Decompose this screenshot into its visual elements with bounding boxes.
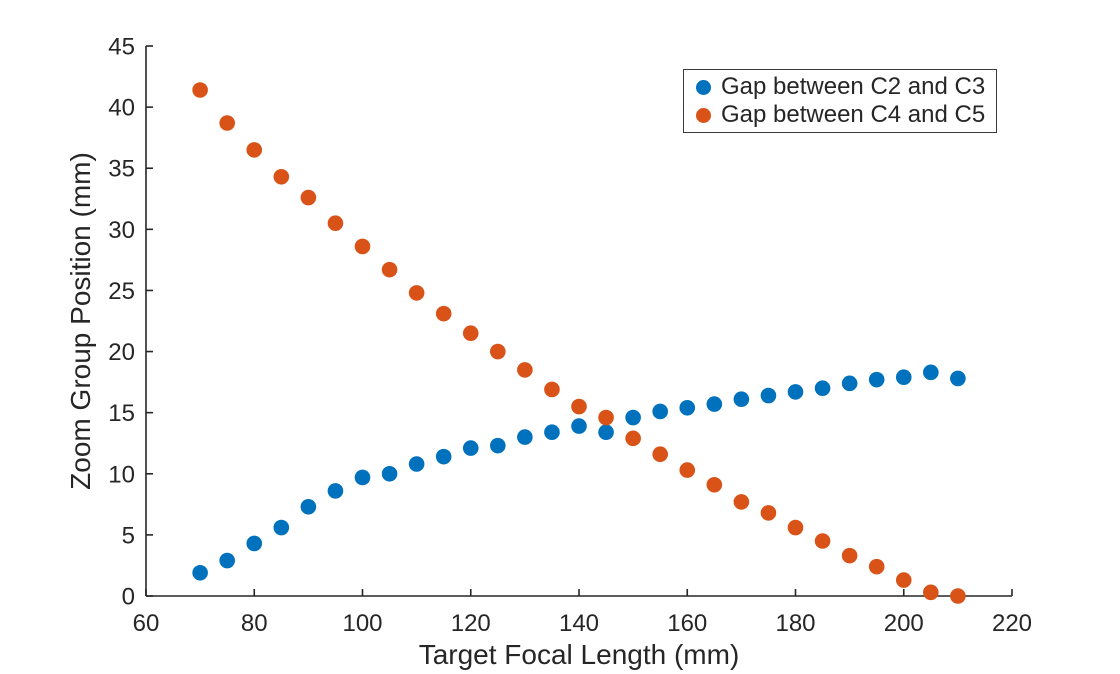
scatter-point-gap-c4-c5 <box>192 82 208 98</box>
scatter-point-gap-c2-c3 <box>517 429 533 445</box>
scatter-point-gap-c2-c3 <box>950 370 966 387</box>
scatter-point-gap-c4-c5 <box>544 381 560 398</box>
scatter-point-gap-c2-c3 <box>760 387 777 404</box>
scatter-point-gap-c4-c5 <box>354 238 371 255</box>
scatter-point-gap-c4-c5 <box>625 430 641 447</box>
y-tick-label: 10 <box>108 461 135 488</box>
legend-marker-orange-icon <box>696 107 711 123</box>
scatter-point-gap-c2-c3 <box>787 384 804 400</box>
scatter-point-gap-c2-c3 <box>625 409 641 426</box>
scatter-point-gap-c2-c3 <box>408 456 425 472</box>
scatter-point-gap-c2-c3 <box>354 469 371 486</box>
x-tick-label: 220 <box>992 610 1032 637</box>
y-tick-label: 40 <box>108 95 135 122</box>
scatter-point-gap-c4-c5 <box>679 462 696 478</box>
scatter-point-gap-c2-c3 <box>462 440 479 456</box>
scatter-point-gap-c2-c3 <box>435 448 452 465</box>
x-tick-label: 100 <box>342 610 382 637</box>
scatter-point-gap-c4-c5 <box>733 494 750 510</box>
y-tick-label: 45 <box>108 34 135 61</box>
scatter-point-gap-c4-c5 <box>706 476 723 493</box>
scatter-point-gap-c4-c5 <box>408 285 425 301</box>
scatter-point-gap-c2-c3 <box>192 564 208 581</box>
scatter-point-gap-c4-c5 <box>598 409 614 426</box>
axes-layer: 60 80 100 120 140 160 180 200 220 0 5 10 15 20 25 30 35 4… <box>108 34 1032 638</box>
scatter-point-gap-c4-c5 <box>300 189 317 206</box>
x-tick-label: 60 <box>133 610 160 637</box>
scatter-point-gap-c2-c3 <box>598 424 614 441</box>
scatter-point-gap-c2-c3 <box>706 396 723 412</box>
scatter-point-gap-c4-c5 <box>950 588 966 604</box>
y-tick-label: 20 <box>108 339 135 366</box>
y-tick-label: 15 <box>108 400 135 427</box>
scatter-point-gap-c2-c3 <box>679 399 696 416</box>
legend-label-gap-c2-c3: Gap between C2 and C3 <box>721 73 986 100</box>
x-axis-title: Target Focal Length (mm) <box>419 639 740 670</box>
scatter-point-gap-c2-c3 <box>868 371 885 388</box>
y-tick-label: 35 <box>108 156 135 183</box>
scatter-point-gap-c4-c5 <box>841 547 858 564</box>
scatter-point-gap-c4-c5 <box>652 446 668 463</box>
legend-marker-blue-icon <box>696 79 711 95</box>
scatter-point-gap-c2-c3 <box>733 391 750 408</box>
scatter-point-gap-c4-c5 <box>381 261 398 278</box>
scatter-point-gap-c4-c5 <box>327 215 344 232</box>
scatter-point-gap-c2-c3 <box>814 380 831 397</box>
scatter-point-gap-c4-c5 <box>760 505 777 521</box>
x-tick-label: 120 <box>451 610 491 637</box>
scatter-point-gap-c2-c3 <box>895 369 912 386</box>
points-layer <box>192 82 966 604</box>
y-axis-title: Zoom Group Position (mm) <box>65 152 96 490</box>
scatter-point-gap-c2-c3 <box>652 403 668 420</box>
x-tick-label: 160 <box>667 610 707 637</box>
scatter-point-gap-c4-c5 <box>787 519 804 536</box>
scatter-point-gap-c2-c3 <box>544 424 560 441</box>
x-tick-label: 200 <box>884 610 924 637</box>
scatter-point-gap-c2-c3 <box>327 483 344 499</box>
scatter-point-gap-c4-c5 <box>895 572 912 588</box>
legend: Gap between C2 and C3 Gap between C4 and… <box>683 69 997 133</box>
scatter-point-gap-c4-c5 <box>435 305 452 322</box>
y-tick-label: 0 <box>122 584 135 611</box>
scatter-point-gap-c4-c5 <box>517 362 533 378</box>
x-tick-label: 80 <box>241 610 268 637</box>
scatter-point-gap-c2-c3 <box>381 465 398 482</box>
legend-item-gap-c2-c3: Gap between C2 and C3 <box>696 73 996 101</box>
scatter-point-gap-c2-c3 <box>273 519 290 536</box>
scatter-point-gap-c2-c3 <box>841 375 858 392</box>
scatter-point-gap-c2-c3 <box>246 535 263 552</box>
y-tick-label: 30 <box>108 217 135 244</box>
legend-label-gap-c4-c5: Gap between C4 and C5 <box>721 101 986 128</box>
scatter-point-gap-c2-c3 <box>300 498 317 515</box>
scatter-point-gap-c4-c5 <box>219 115 235 131</box>
scatter-point-gap-c2-c3 <box>571 418 587 434</box>
scatter-point-gap-c4-c5 <box>571 398 587 415</box>
y-tick-label: 25 <box>108 278 135 305</box>
scatter-point-gap-c2-c3 <box>219 552 235 569</box>
scatter-point-gap-c2-c3 <box>923 364 939 381</box>
scatter-point-gap-c4-c5 <box>273 168 290 185</box>
scatter-point-gap-c4-c5 <box>246 142 263 158</box>
scatter-point-gap-c4-c5 <box>462 325 479 342</box>
x-tick-label: 180 <box>775 610 815 637</box>
legend-item-gap-c4-c5: Gap between C4 and C5 <box>696 101 996 129</box>
scatter-point-gap-c2-c3 <box>490 437 506 454</box>
scatter-point-gap-c4-c5 <box>923 584 939 601</box>
y-tick-label: 5 <box>122 522 135 549</box>
scatter-point-gap-c4-c5 <box>814 533 831 549</box>
scatter-point-gap-c4-c5 <box>490 343 506 360</box>
x-tick-label: 140 <box>559 610 599 637</box>
scatter-point-gap-c4-c5 <box>868 558 885 575</box>
